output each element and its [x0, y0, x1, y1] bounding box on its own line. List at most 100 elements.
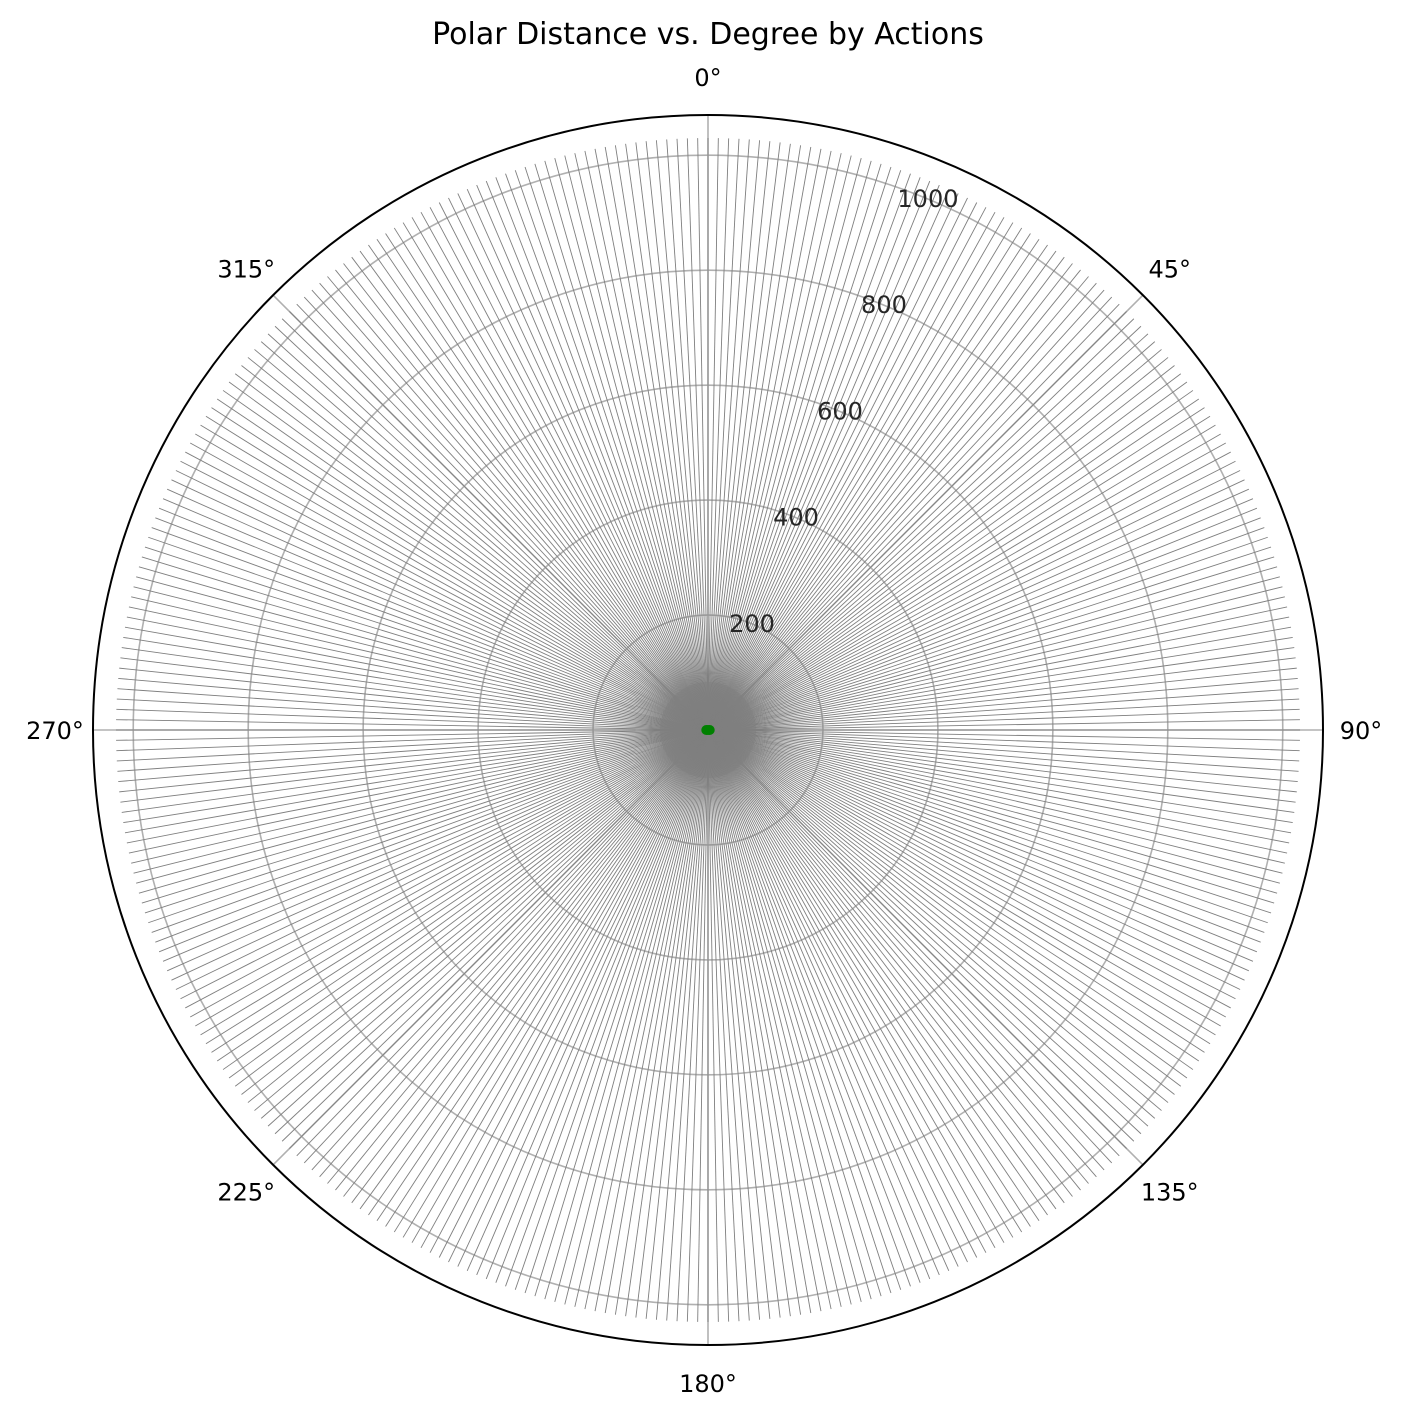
- data-ray: [707, 729, 1073, 1197]
- data-ray: [707, 688, 1299, 731]
- data-ray: [707, 158, 862, 731]
- data-ray: [707, 729, 791, 1317]
- data-ray: [420, 729, 709, 1249]
- angle-tick-labels: 0° 45° 90° 135° 180° 225° 270° 315°: [26, 64, 1382, 1398]
- data-ray: [141, 729, 709, 904]
- data-ray: [120, 657, 709, 731]
- data-ray: [707, 729, 761, 1320]
- data-ray: [534, 163, 709, 731]
- data-ray: [707, 138, 730, 731]
- data-ray: [707, 729, 740, 1322]
- angle-tick-label: 45°: [1148, 255, 1191, 283]
- data-ray: [707, 729, 1162, 1111]
- data-ray: [234, 373, 709, 731]
- data-ray: [457, 729, 709, 1267]
- angle-tick-label: 90°: [1340, 717, 1383, 745]
- data-ray: [707, 143, 791, 731]
- data-ray: [707, 729, 1296, 803]
- data-ray: [707, 708, 1300, 731]
- data-ray: [707, 536, 1268, 731]
- data-ray: [254, 729, 709, 1111]
- data-point: [703, 725, 713, 735]
- data-ray: [476, 729, 709, 1276]
- data-ray: [707, 729, 1295, 813]
- data-ray: [124, 626, 709, 731]
- angle-tick-label: 180°: [679, 1370, 737, 1398]
- data-ray: [707, 470, 1241, 731]
- data-ray: [133, 586, 709, 731]
- data-ray: [175, 470, 709, 731]
- data-ray: [281, 318, 709, 731]
- data-ray: [707, 207, 987, 731]
- data-ray: [707, 202, 978, 731]
- data-ray: [707, 479, 1245, 731]
- data-ray: [505, 729, 709, 1287]
- radial-tick-label: 200: [729, 610, 775, 638]
- data-ray: [645, 141, 709, 731]
- angle-tick-label: 315°: [217, 255, 275, 283]
- data-ray: [655, 729, 709, 1320]
- data-ray: [359, 250, 709, 731]
- data-ray: [289, 729, 709, 1149]
- data-ray: [131, 729, 709, 864]
- data-ray: [707, 451, 1231, 731]
- data-ray: [228, 729, 709, 1079]
- data-ray: [574, 153, 709, 731]
- data-ray: [686, 138, 709, 731]
- data-ray: [707, 318, 1135, 731]
- data-ray: [195, 433, 709, 731]
- data-ray: [707, 729, 1048, 1216]
- data-ray: [707, 636, 1293, 731]
- data-ray: [120, 729, 709, 803]
- data-rays: [115, 137, 1301, 1323]
- data-ray: [457, 193, 709, 731]
- data-ray: [281, 729, 709, 1142]
- data-ray: [707, 148, 822, 731]
- radial-tick-labels: 200 400 600 800 1000: [729, 185, 958, 638]
- data-ray: [707, 729, 1120, 1157]
- data-ray: [707, 282, 1097, 731]
- data-ray: [343, 729, 709, 1197]
- data-ray: [707, 488, 1250, 731]
- data-ray: [707, 729, 1231, 1009]
- data-ray: [335, 269, 709, 731]
- data-ray: [707, 527, 1265, 731]
- data-ray: [180, 460, 709, 731]
- data-ray: [534, 729, 709, 1297]
- data-ray: [267, 729, 709, 1127]
- data-ray: [707, 729, 1175, 1095]
- data-ray: [707, 729, 1227, 1018]
- data-ray: [189, 729, 709, 1018]
- data-ray: [707, 729, 1280, 884]
- data-ray: [614, 729, 709, 1315]
- data-ray: [707, 424, 1216, 731]
- data-ray: [707, 729, 1272, 914]
- data-ray: [707, 217, 1005, 731]
- center-cluster: [660, 682, 756, 778]
- data-ray: [707, 729, 1300, 741]
- data-ray: [524, 729, 709, 1294]
- data-ray: [707, 390, 1194, 731]
- data-ray: [476, 184, 709, 731]
- data-ray: [241, 365, 709, 731]
- data-ray: [211, 729, 709, 1053]
- angle-tick-label: 0°: [694, 64, 721, 92]
- radial-tick-label: 1000: [897, 185, 958, 213]
- data-ray: [707, 170, 902, 731]
- data-ray: [707, 729, 1241, 990]
- data-ray: [707, 303, 1120, 731]
- data-ray: [707, 729, 730, 1322]
- data-ray: [584, 729, 709, 1310]
- data-ray: [116, 698, 709, 731]
- data-ray: [117, 688, 709, 731]
- data-ray: [158, 729, 709, 953]
- data-ray: [247, 729, 709, 1103]
- data-ray: [707, 729, 1205, 1053]
- angle-tick-label: 135°: [1141, 1179, 1199, 1207]
- data-ray: [385, 729, 709, 1227]
- data-ray: [707, 729, 1057, 1210]
- data-ray: [707, 460, 1236, 731]
- data-ray: [707, 729, 1250, 972]
- data-ray: [216, 729, 709, 1062]
- data-ray: [228, 381, 709, 731]
